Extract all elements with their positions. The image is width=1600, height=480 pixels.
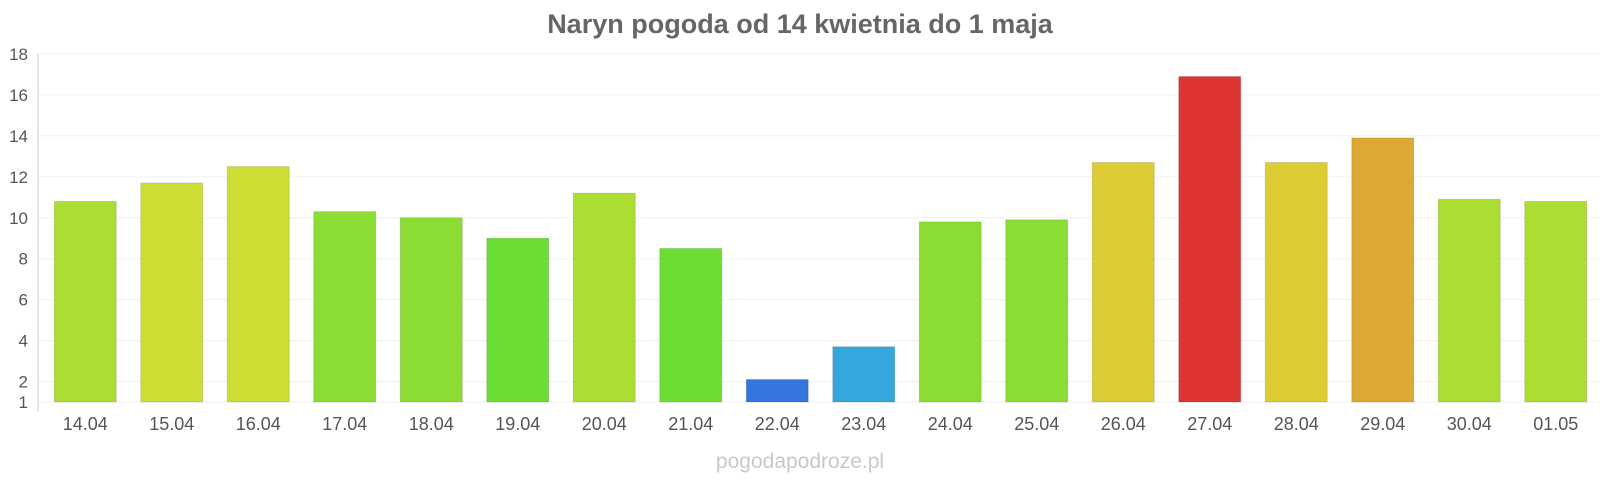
x-tick-label: 21.04 (668, 414, 713, 434)
bar-29.04 (1351, 137, 1415, 403)
bar-19.04 (486, 237, 550, 403)
x-tick-label: 20.04 (582, 414, 627, 434)
y-tick-label: 14 (9, 127, 28, 146)
bar-15.04 (140, 182, 204, 403)
x-tick-label: 15.04 (149, 414, 194, 434)
bar-17.04 (313, 211, 377, 403)
x-tick-label: 18.04 (409, 414, 454, 434)
bar-28.04 (1264, 161, 1328, 403)
x-tick-label: 23.04 (841, 414, 886, 434)
y-tick-label: 2 (19, 373, 28, 392)
bar-22.04 (745, 378, 809, 403)
x-tick-label: 26.04 (1101, 414, 1146, 434)
bar-16.04 (226, 166, 290, 403)
bars (53, 76, 1588, 403)
x-tick-label: 24.04 (928, 414, 973, 434)
bar-20.04 (572, 192, 636, 403)
bar-01.05 (1524, 200, 1588, 403)
y-tick-label: 1 (19, 393, 28, 412)
x-tick-label: 17.04 (322, 414, 367, 434)
bar-24.04 (918, 221, 982, 403)
bar-27.04 (1178, 76, 1242, 403)
footer-watermark: pogodapodroze.pl (716, 450, 884, 473)
x-tick-label: 22.04 (755, 414, 800, 434)
gridlines (38, 53, 1600, 403)
bar-14.04 (53, 200, 117, 403)
chart-title: Naryn pogoda od 14 kwietnia do 1 maja (547, 9, 1054, 39)
x-tick-label: 01.05 (1533, 414, 1578, 434)
y-tick-label: 12 (9, 168, 28, 187)
bar-21.04 (659, 247, 723, 403)
bar-23.04 (832, 346, 896, 403)
y-tick-label: 10 (9, 209, 28, 228)
bar-25.04 (1005, 219, 1069, 403)
x-tick-label: 14.04 (63, 414, 108, 434)
x-tick-label: 25.04 (1014, 414, 1059, 434)
x-tick-label: 19.04 (495, 414, 540, 434)
bar-30.04 (1437, 198, 1501, 403)
y-tick-label: 6 (19, 291, 28, 310)
x-tick-label: 29.04 (1360, 414, 1405, 434)
y-tick-label: 16 (9, 86, 28, 105)
x-tick-label: 28.04 (1274, 414, 1319, 434)
x-tick-label: 30.04 (1447, 414, 1492, 434)
y-axis: 12 4 6 8 10 12 14 16 18 (9, 45, 39, 412)
y-tick-label: 4 (19, 332, 28, 351)
x-tick-label: 16.04 (236, 414, 281, 434)
y-tick-label: 8 (19, 250, 28, 269)
bar-18.04 (399, 217, 463, 403)
x-axis: 14.04 15.04 16.04 17.04 18.04 19.04 20.04 21.04… (63, 414, 1579, 434)
bar-26.04 (1091, 161, 1155, 403)
y-tick-label: 18 (9, 45, 28, 64)
x-tick-label: 27.04 (1187, 414, 1232, 434)
